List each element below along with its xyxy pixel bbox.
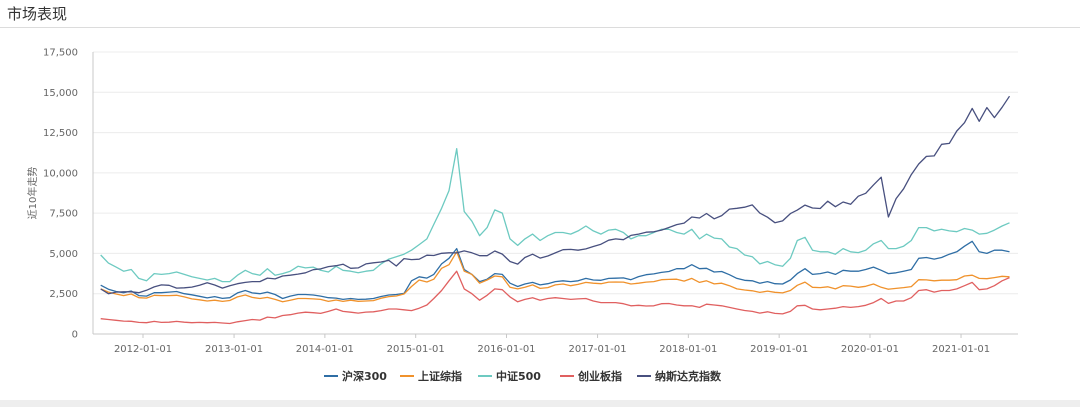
legend-item-sse-composite[interactable]: 上证综指	[400, 369, 462, 383]
chinext-line	[100, 270, 1010, 325]
legend-swatch	[400, 375, 414, 377]
legend-label: 沪深300	[342, 370, 387, 383]
x-tick-label: 2018-01-01	[659, 344, 717, 355]
gridlines	[93, 51, 1018, 295]
section-title: 市场表现	[7, 5, 68, 23]
legend-label: 中证500	[496, 370, 541, 383]
x-tick-label: 2013-01-01	[205, 344, 263, 355]
y-tick-label: 7,500	[49, 209, 78, 220]
nasdaq-line	[100, 95, 1011, 295]
y-tick-label: 5,000	[49, 249, 78, 260]
y-axis-label: 近10年走势	[26, 167, 39, 220]
y-tick-label: 2,500	[49, 289, 78, 300]
sse-composite-line	[100, 251, 1010, 303]
y-tick-label: 12,500	[43, 128, 78, 139]
hs300-line	[100, 240, 1010, 301]
legend-label: 纳斯达克指数	[655, 370, 721, 383]
x-tick-label: 2021-01-01	[932, 344, 990, 355]
plot-series	[100, 95, 1011, 325]
x-tick-label: 2014-01-01	[296, 344, 354, 355]
y-axis: 0 2,500 5,000 7,500 10,000 12,500 15,000 17,500	[43, 48, 94, 341]
legend-label: 上证综指	[418, 370, 462, 383]
bottom-strip	[0, 400, 1080, 407]
y-tick-label: 0	[72, 330, 78, 341]
x-tick-label: 2015-01-01	[387, 344, 445, 355]
legend-swatch	[324, 375, 338, 377]
legend-swatch	[560, 375, 574, 377]
legend-label: 创业板指	[578, 370, 622, 383]
legend-swatch	[478, 375, 492, 377]
y-tick-label: 17,500	[43, 48, 78, 59]
legend-item-nasdaq[interactable]: 纳斯达克指数	[637, 369, 721, 383]
legend-item-csi500[interactable]: 中证500	[478, 369, 541, 383]
title-divider	[0, 27, 1080, 28]
legend-item-chinext[interactable]: 创业板指	[560, 369, 622, 383]
x-tick-label: 2016-01-01	[477, 344, 535, 355]
x-tick-label: 2012-01-01	[114, 344, 172, 355]
legend-item-hs300[interactable]: 沪深300	[324, 369, 387, 383]
y-tick-label: 15,000	[43, 88, 78, 99]
y-tick-label: 10,000	[43, 168, 78, 179]
x-tick-label: 2017-01-01	[568, 344, 626, 355]
x-tick-label: 2019-01-01	[750, 344, 808, 355]
x-tick-label: 2020-01-01	[841, 344, 899, 355]
csi500-line	[100, 148, 1010, 283]
legend-swatch	[637, 375, 651, 377]
x-axis: 2012-01-01 2013-01-01 2014-01-01 2015-01-01…	[93, 333, 1018, 355]
